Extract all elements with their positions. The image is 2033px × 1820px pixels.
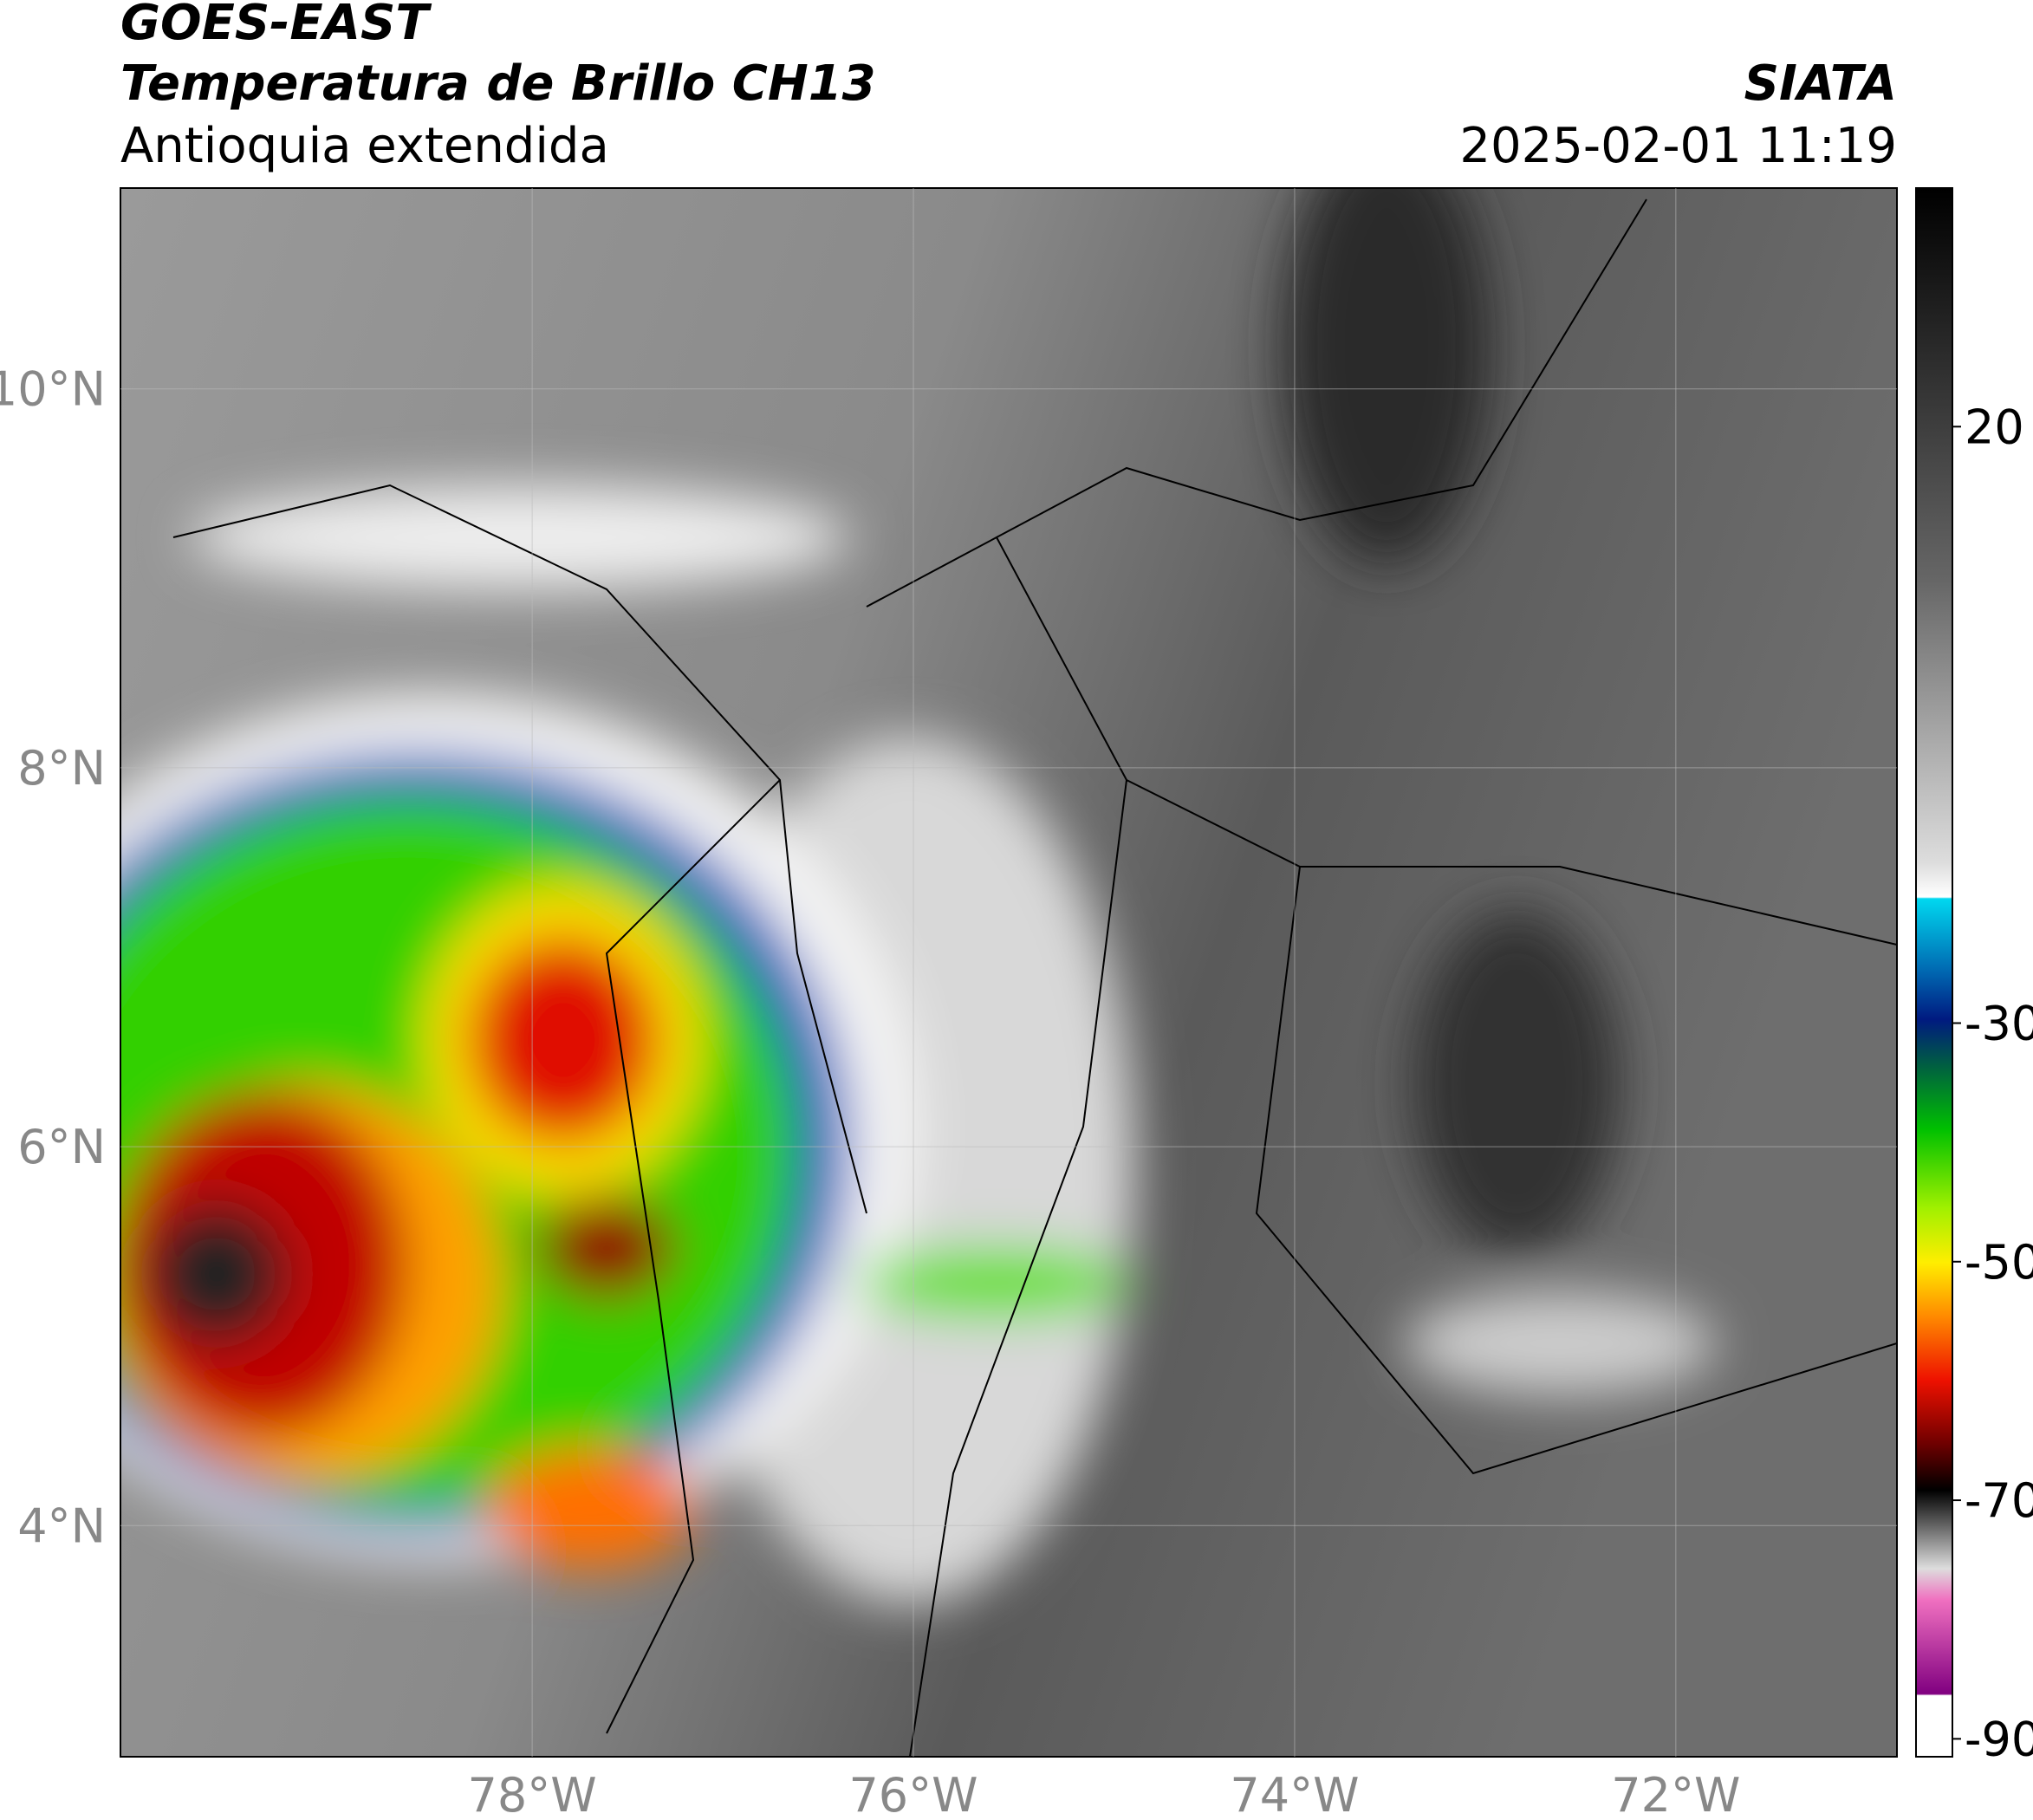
subtitle: Temperatura de Brillo CH13 [120,55,876,112]
source: SIATA [1744,55,1897,112]
colorbar-tick-label: -70 [1965,1473,2033,1528]
colorbar-tick-label: -50 [1965,1235,2033,1290]
datetime: 2025-02-01 11:19 [1459,118,1897,174]
y-tick-label: 4°N [17,1498,106,1553]
x-tick-label: 78°W [468,1768,597,1820]
title: GOES-EAST [120,0,432,51]
colorbar [1915,187,1953,1758]
region: Antioquia extendida [120,118,609,174]
colorbar-tick-label: -30 [1965,996,2033,1050]
satellite-image [120,188,1897,1757]
colorbar-tick-label: -90 [1965,1712,2033,1766]
x-tick-label: 72°W [1611,1768,1740,1820]
y-tick-label: 6°N [17,1120,106,1174]
y-tick-label: 8°N [17,741,106,796]
y-tick-label: 10°N [0,362,106,417]
x-tick-label: 76°W [848,1768,978,1820]
colorbar-tick-label: 20 [1965,400,2024,454]
map-frame [120,187,1898,1758]
x-tick-label: 74°W [1230,1768,1359,1820]
